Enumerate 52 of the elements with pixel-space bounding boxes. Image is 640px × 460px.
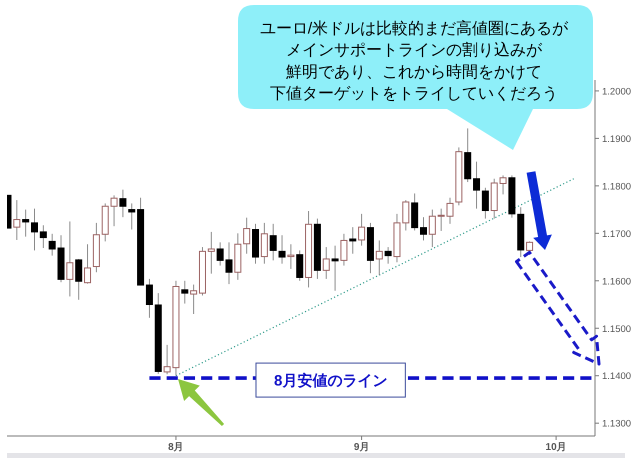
x-tick-label: 8月 (168, 442, 184, 453)
candlestick (296, 250, 304, 282)
candlestick (110, 194, 118, 227)
candlestick (287, 244, 294, 270)
candlestick (181, 280, 188, 304)
candlestick (270, 223, 277, 261)
y-tick-label: 1.1400 (602, 371, 632, 382)
candlestick (322, 246, 330, 280)
candlestick (13, 200, 20, 240)
text: ユーロ/米ドルは比較的まだ高値圏にあるが (260, 19, 570, 38)
candlestick (30, 208, 38, 251)
candlestick (332, 245, 339, 292)
y-tick-label: 1.1600 (602, 276, 632, 288)
candlestick (146, 278, 153, 318)
candlestick (48, 233, 56, 256)
candlestick (482, 187, 489, 220)
candlestick (84, 244, 92, 284)
candlestick (225, 242, 232, 285)
x-tick-label: 9月 (354, 442, 370, 453)
candlestick (208, 231, 215, 274)
y-tick-label: 1.1800 (602, 181, 632, 192)
y-tick-label: 1.1700 (602, 228, 632, 240)
candlestick (22, 209, 30, 238)
annotation: 下値ターゲットをトライしていくだろう (270, 86, 558, 103)
candlestick (473, 161, 480, 210)
candlestick (340, 233, 348, 266)
candlestick (40, 224, 47, 249)
candlestick (402, 200, 410, 231)
candlestick (376, 240, 383, 276)
candlestick (500, 174, 507, 195)
candlestick (260, 222, 268, 264)
candlestick (190, 284, 198, 315)
candlestick (164, 344, 171, 375)
candlestick (446, 197, 454, 224)
candlestick (384, 246, 392, 264)
candlestick (119, 189, 126, 218)
candlestick (128, 202, 136, 230)
candlestick (216, 242, 224, 266)
candlestick (420, 216, 427, 241)
text: メインサポートラインの割り込みが (286, 41, 543, 60)
series-label: 8月安値のライン (274, 372, 388, 390)
candlestick (349, 226, 356, 254)
y-tick-label: 1.2000 (602, 86, 632, 98)
candlestick (358, 213, 366, 246)
y-tick-label: 1.1900 (602, 134, 632, 145)
x-tick-label: 10月 (546, 442, 567, 453)
y-tick-label: 1.1500 (602, 324, 632, 335)
y-tick-label: 1.1300 (602, 418, 632, 430)
annotation: 鮮明であり、これから時間をかけて (286, 62, 542, 81)
candlestick (75, 258, 82, 300)
candlestick (66, 220, 74, 297)
candlestick (278, 234, 286, 264)
